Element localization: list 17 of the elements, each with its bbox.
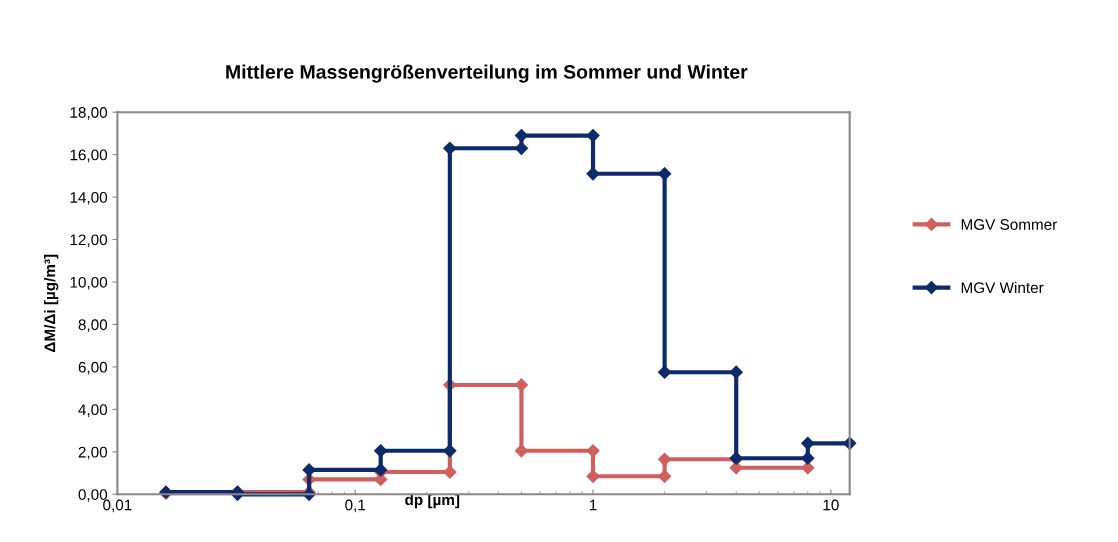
y-tick-label: 6,00 xyxy=(78,361,108,375)
y-tick-label: 4,00 xyxy=(78,404,108,417)
chart-title: Mittlere Massengrößenverteilung im Sommer und Winter xyxy=(226,64,748,83)
y-tick-label: 10,00 xyxy=(70,276,108,290)
y-tick-label: 2,00 xyxy=(78,446,108,460)
y-tick-label: 14,00 xyxy=(70,191,108,205)
y-axis-title: ΔM/Δi [µg/m³] xyxy=(44,254,59,352)
y-tick-label: 8,00 xyxy=(78,319,108,332)
legend-label: MGV Winter xyxy=(961,281,1044,294)
y-tick-label: 12,00 xyxy=(70,234,108,248)
x-axis-title: dp [µm] xyxy=(405,493,460,509)
x-tick-label: 0,1 xyxy=(345,499,366,513)
y-tick-label: 18,00 xyxy=(70,107,108,120)
legend-label: MGV Sommer xyxy=(961,219,1058,230)
y-tick-label: 16,00 xyxy=(70,149,108,163)
x-tick-label: 1 xyxy=(589,499,597,511)
x-tick-label: 10 xyxy=(823,499,839,511)
